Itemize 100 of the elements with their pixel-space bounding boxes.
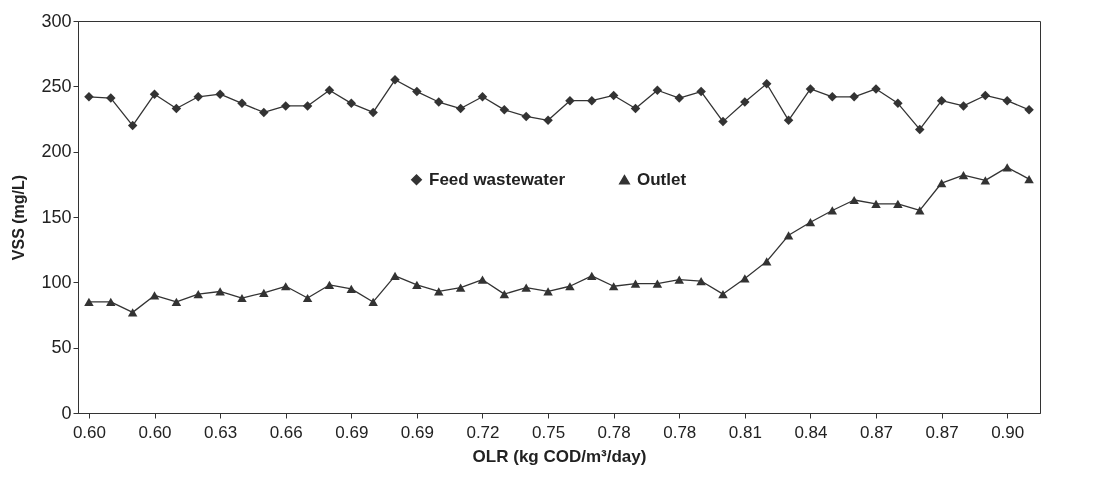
point (237, 293, 247, 303)
x-tick-label: 0.87 (925, 422, 959, 442)
legend-label: Feed wastewater (429, 169, 566, 189)
point (521, 111, 531, 122)
point (543, 287, 553, 296)
x-tick-label: 0.66 (269, 422, 303, 442)
point (106, 93, 116, 103)
x-tick-label: 0.69 (335, 422, 369, 442)
point (783, 115, 794, 126)
point (259, 107, 269, 118)
point (652, 85, 663, 95)
x-tick-label: 0.78 (663, 422, 697, 442)
point (740, 274, 750, 283)
point (674, 93, 684, 103)
x-tick-label: 0.81 (728, 422, 762, 442)
point (106, 297, 116, 307)
point (84, 92, 94, 102)
x-tick-label: 0.75 (532, 422, 566, 442)
point (565, 95, 575, 106)
point (390, 271, 400, 280)
point (893, 98, 903, 109)
x-tick-label: 0.63 (204, 422, 238, 442)
point (630, 103, 641, 114)
point (280, 282, 291, 291)
x-tick-label: 0.60 (138, 422, 172, 442)
point (915, 124, 925, 135)
x-tick-label: 0.84 (794, 422, 828, 442)
point (302, 101, 313, 111)
point (915, 206, 925, 215)
point (587, 95, 597, 106)
point (434, 97, 444, 107)
point (412, 86, 422, 97)
point (171, 297, 182, 307)
point (346, 98, 357, 109)
point (543, 115, 553, 126)
point (149, 89, 160, 99)
point (805, 84, 816, 94)
point (477, 92, 488, 102)
point (280, 101, 291, 111)
y-axis-title: VSS (mg/L) (10, 174, 28, 261)
x-tick-label: 0.87 (859, 422, 894, 442)
point (324, 280, 335, 290)
y-tick-label: 50 (51, 337, 72, 358)
point (1002, 95, 1012, 106)
point (936, 178, 947, 188)
point (827, 206, 838, 215)
legend-label: Outlet (637, 169, 687, 189)
x-tick-label: 0.69 (400, 422, 434, 442)
point (324, 85, 335, 95)
point (412, 280, 422, 290)
y-tick-label: 200 (41, 141, 72, 162)
y-tick-label: 100 (41, 271, 72, 292)
point (783, 231, 794, 240)
point (980, 176, 991, 185)
point (696, 86, 706, 97)
point (827, 92, 838, 102)
point (958, 101, 969, 111)
point (652, 279, 663, 288)
point (849, 92, 859, 102)
point (893, 199, 903, 209)
point (127, 120, 138, 131)
point (237, 98, 247, 109)
y-tick-label: 300 (41, 10, 72, 31)
point (84, 297, 94, 307)
point (587, 271, 597, 280)
y-tick-label: 0 (61, 402, 72, 423)
point (761, 78, 772, 89)
point (215, 287, 225, 296)
point (127, 308, 138, 317)
point (805, 218, 816, 227)
point (674, 275, 684, 284)
point (455, 103, 466, 114)
point (521, 283, 531, 292)
point (608, 90, 619, 101)
point (608, 282, 619, 291)
point (936, 95, 947, 106)
point (149, 291, 160, 300)
point (477, 275, 488, 284)
point (368, 107, 378, 118)
point (434, 287, 444, 296)
x-axis-title: OLR (kg COD/m³/day) (472, 446, 647, 466)
point (718, 116, 728, 127)
point (499, 105, 510, 115)
point (455, 283, 466, 292)
point (193, 289, 203, 299)
point (346, 284, 357, 293)
point (215, 89, 225, 99)
x-tick-label: 0.90 (991, 422, 1025, 442)
point (980, 90, 991, 101)
point (1024, 175, 1034, 184)
point (302, 293, 313, 303)
point (761, 257, 772, 266)
point (849, 195, 859, 205)
point (696, 276, 706, 286)
point (368, 297, 378, 307)
point (259, 288, 269, 297)
point (565, 282, 575, 291)
x-tick-label: 0.72 (466, 422, 500, 442)
point (718, 289, 728, 299)
point (171, 103, 182, 114)
